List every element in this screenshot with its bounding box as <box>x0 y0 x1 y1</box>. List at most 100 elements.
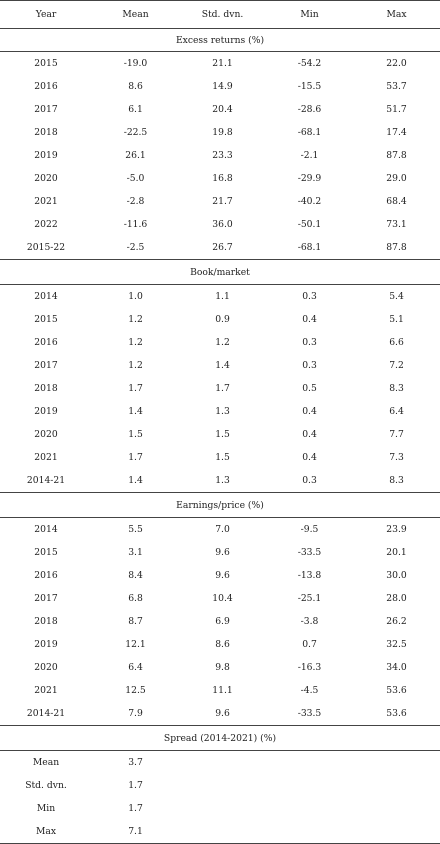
cell-min: 0.7 <box>302 639 317 650</box>
cell-year: 2019 <box>34 406 58 417</box>
cell-mean: -19.0 <box>123 58 148 69</box>
cell-mean: -5.0 <box>126 173 145 184</box>
table-row: 2016 8.6 14.9 -15.5 53.7 <box>0 75 440 98</box>
cell-year: 2020 <box>34 662 58 673</box>
cell-max: 5.1 <box>389 314 404 325</box>
table-row: 2018 8.7 6.9 -3.8 26.2 <box>0 610 440 633</box>
cell-std-dvn: 21.7 <box>212 196 233 207</box>
cell-std-dvn <box>179 774 266 797</box>
cell-std-dvn: 0.9 <box>215 314 230 325</box>
cell-mean: 12.5 <box>125 685 146 696</box>
cell-max: 22.0 <box>386 58 407 69</box>
cell-mean: 1.7 <box>128 780 143 791</box>
cell-max: 29.0 <box>386 173 407 184</box>
cell-min: 0.3 <box>302 291 317 302</box>
section-title: Book/market <box>0 259 440 285</box>
cell-std-dvn: 1.5 <box>215 452 230 463</box>
cell-min <box>266 751 353 775</box>
table-row: 2019 1.4 1.3 0.4 6.4 <box>0 400 440 423</box>
section-header-row: Excess returns (%) <box>0 28 440 52</box>
cell-std-dvn: 1.7 <box>215 383 230 394</box>
cell-max: 20.1 <box>386 547 407 558</box>
cell-min: -68.1 <box>297 127 322 138</box>
cell-max: 34.0 <box>386 662 407 673</box>
cell-mean: 5.5 <box>128 524 143 535</box>
cell-year: 2015 <box>34 547 58 558</box>
table-row: Std. dvn. 1.7 <box>0 774 440 797</box>
cell-std-dvn: 10.4 <box>212 593 233 604</box>
cell-year: 2020 <box>34 173 58 184</box>
cell-std-dvn: 1.4 <box>215 360 230 371</box>
cell-min: 0.4 <box>302 429 317 440</box>
header-mean: Mean <box>92 0 179 29</box>
cell-min: -13.8 <box>297 570 322 581</box>
cell-min: -2.1 <box>300 150 319 161</box>
table-row: 2020 1.5 1.5 0.4 7.7 <box>0 423 440 446</box>
cell-mean: 1.2 <box>128 360 143 371</box>
cell-year: 2017 <box>34 360 58 371</box>
cell-max: 73.1 <box>386 219 407 230</box>
table-row: 2017 1.2 1.4 0.3 7.2 <box>0 354 440 377</box>
cell-year: 2014 <box>34 291 58 302</box>
table-row: 2015 1.2 0.9 0.4 5.1 <box>0 308 440 331</box>
cell-min: 0.4 <box>302 314 317 325</box>
cell-year: 2015-22 <box>26 242 66 253</box>
cell-year: 2021 <box>34 196 58 207</box>
cell-mean: 8.7 <box>128 616 143 627</box>
table-row: Min 1.7 <box>0 797 440 820</box>
cell-min: -54.2 <box>297 58 322 69</box>
cell-std-dvn: 9.6 <box>215 708 230 719</box>
cell-max: 17.4 <box>386 127 407 138</box>
cell-mean: 1.4 <box>128 475 143 486</box>
cell-max: 6.4 <box>389 406 404 417</box>
cell-min <box>266 797 353 820</box>
cell-mean: 3.7 <box>128 757 143 768</box>
cell-mean: 1.2 <box>128 314 143 325</box>
cell-min: -3.8 <box>300 616 319 627</box>
cell-std-dvn <box>179 751 266 775</box>
table-row: 2015 3.1 9.6 -33.5 20.1 <box>0 541 440 564</box>
cell-max: 87.8 <box>386 242 407 253</box>
cell-min: -16.3 <box>297 662 322 673</box>
header-row: Year Mean Std. dvn. Min Max <box>0 0 440 29</box>
cell-std-dvn: 16.8 <box>212 173 233 184</box>
table-row: 2019 26.1 23.3 -2.1 87.8 <box>0 144 440 167</box>
table-row: 2022 -11.6 36.0 -50.1 73.1 <box>0 213 440 236</box>
cell-min: -9.5 <box>300 524 319 535</box>
header-std-dvn: Std. dvn. <box>179 0 266 29</box>
section-header-row: Book/market <box>0 259 440 285</box>
cell-min: -33.5 <box>297 547 322 558</box>
section-title: Excess returns (%) <box>0 28 440 52</box>
cell-std-dvn: 1.5 <box>215 429 230 440</box>
cell-min: 0.4 <box>302 452 317 463</box>
cell-min: 0.4 <box>302 406 317 417</box>
cell-min: 0.3 <box>302 475 317 486</box>
cell-mean: 1.5 <box>128 429 143 440</box>
cell-year: 2018 <box>34 127 58 138</box>
cell-mean: 1.0 <box>128 291 143 302</box>
table-row: 2014 5.5 7.0 -9.5 23.9 <box>0 518 440 542</box>
cell-max: 68.4 <box>386 196 407 207</box>
cell-max: 8.3 <box>389 383 404 394</box>
table-row: 2019 12.1 8.6 0.7 32.5 <box>0 633 440 656</box>
cell-max: 32.5 <box>386 639 407 650</box>
cell-max <box>353 797 440 820</box>
cell-std-dvn: 9.6 <box>215 547 230 558</box>
cell-year: 2020 <box>34 429 58 440</box>
cell-mean: 12.1 <box>125 639 146 650</box>
cell-min: -40.2 <box>297 196 322 207</box>
cell-min: -50.1 <box>297 219 322 230</box>
cell-std-dvn: 21.1 <box>212 58 233 69</box>
cell-min: -15.5 <box>297 81 322 92</box>
cell-std-dvn: 8.6 <box>215 639 230 650</box>
cell-std-dvn: 1.3 <box>215 406 230 417</box>
cell-mean: 1.4 <box>128 406 143 417</box>
cell-std-dvn: 20.4 <box>212 104 233 115</box>
cell-max: 7.2 <box>389 360 404 371</box>
table-row: 2014 1.0 1.1 0.3 5.4 <box>0 285 440 309</box>
table-row: 2021 -2.8 21.7 -40.2 68.4 <box>0 190 440 213</box>
cell-std-dvn: 6.9 <box>215 616 230 627</box>
cell-year: 2019 <box>34 150 58 161</box>
cell-year: 2018 <box>34 383 58 394</box>
